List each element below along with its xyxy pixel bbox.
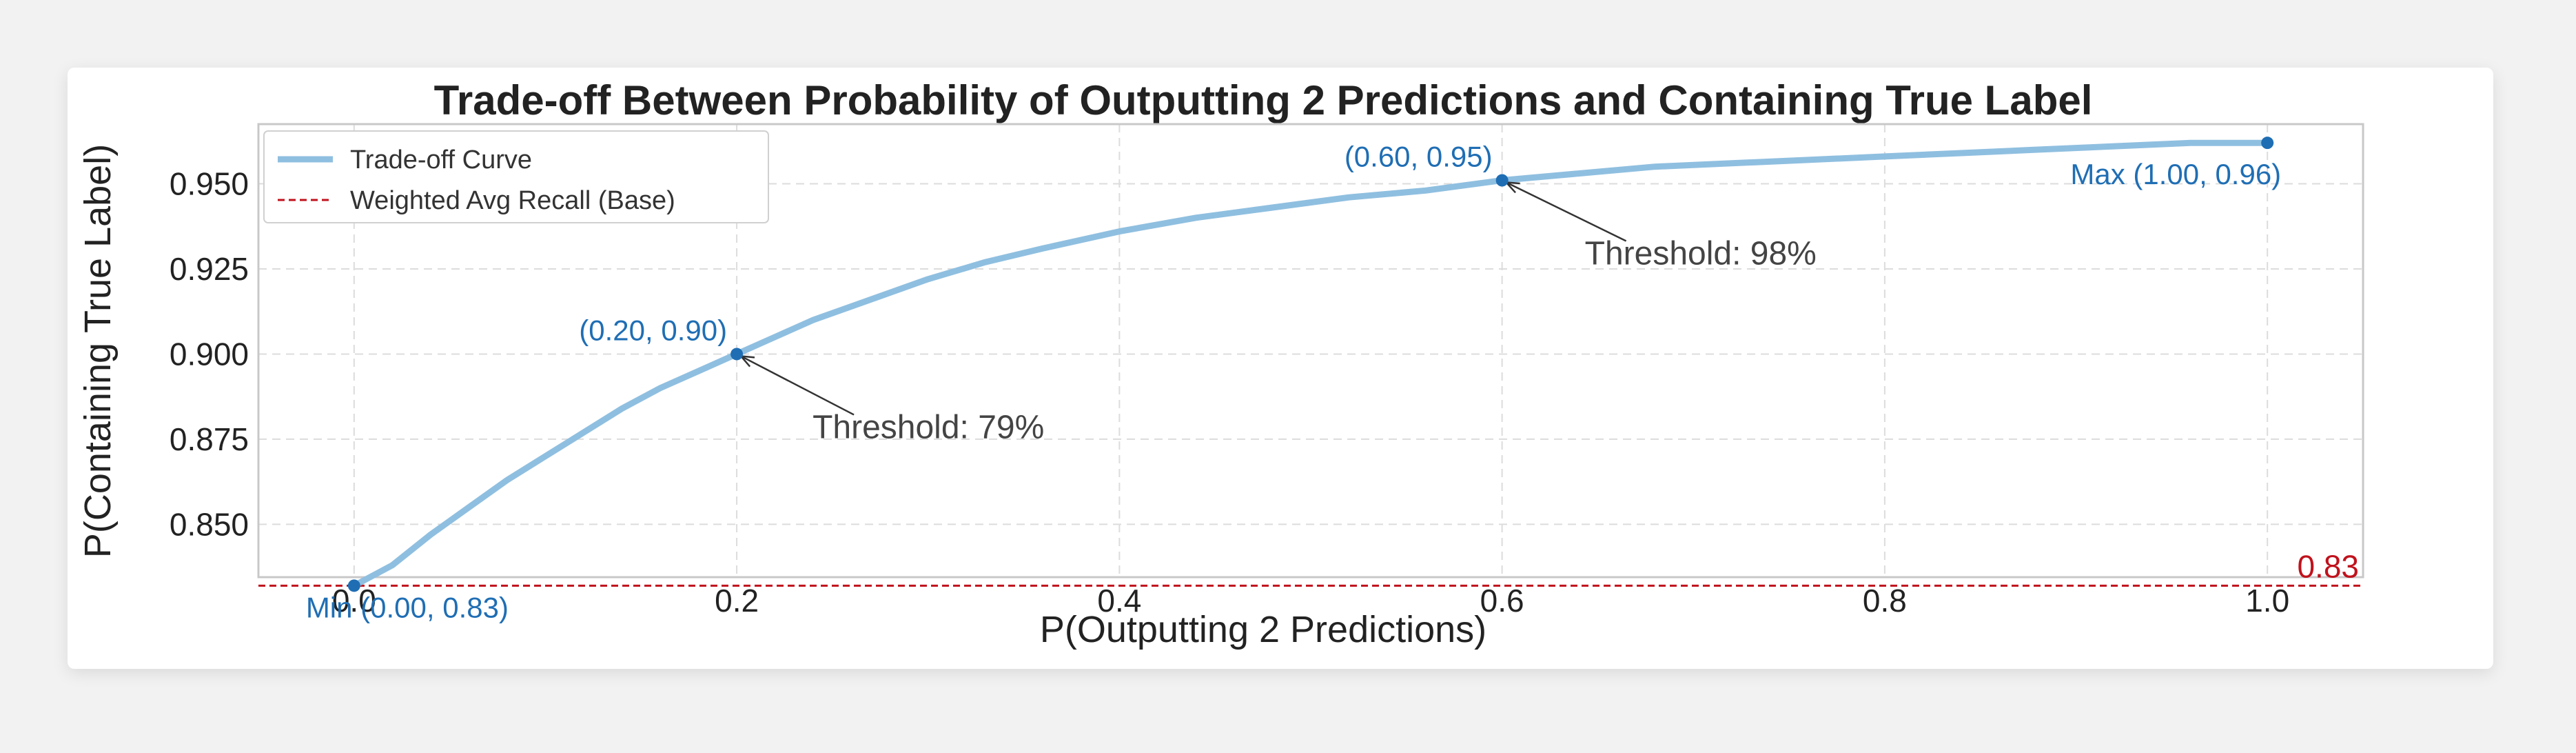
annotations: Threshold: 79% Threshold: 98% (739, 181, 1817, 445)
point-label: Min (0.00, 0.83) (306, 591, 509, 623)
legend-curve-label: Trade-off Curve (350, 145, 532, 174)
data-point (2261, 137, 2274, 150)
y-tick-label: 0.875 (170, 421, 249, 457)
annotation-arrow-line (740, 355, 855, 416)
chart-card: Trade-off Between Probability of Outputt… (68, 68, 2493, 669)
x-tick-label: 1.0 (2245, 583, 2289, 619)
highlighted-points: Min (0.00, 0.83) (0.20, 0.90) (0.60, 0.95)… (306, 137, 2281, 623)
x-axis-title: P(Outputting 2 Predictions) (1040, 609, 1486, 650)
point-label: Max (1.00, 0.96) (2070, 158, 2281, 190)
y-axis-title: P(Containing True Label) (77, 144, 119, 558)
x-tick-label: 0.6 (1480, 583, 1524, 619)
baseline-value-label: 0.83 (2297, 548, 2359, 584)
x-tick-label: 0.4 (1097, 583, 1141, 619)
data-point (347, 579, 360, 592)
point-label: (0.20, 0.90) (579, 314, 727, 346)
annotation-text: Threshold: 98% (1585, 236, 1817, 272)
data-point (1495, 174, 1509, 187)
y-tick-labels: 0.850 0.875 0.900 0.925 0.950 (170, 165, 249, 542)
data-point (730, 348, 744, 361)
point-label: (0.60, 0.95) (1345, 141, 1493, 173)
y-tick-label: 0.950 (170, 165, 249, 201)
y-tick-label: 0.850 (170, 506, 249, 542)
legend-baseline-label: Weighted Avg Recall (Base) (350, 186, 675, 215)
legend-box (263, 130, 769, 223)
y-tick-label: 0.925 (170, 251, 249, 287)
legend: Trade-off Curve Weighted Avg Recall (Bas… (263, 130, 769, 223)
x-tick-label: 0.2 (715, 583, 759, 619)
chart-title: Trade-off Between Probability of Outputt… (434, 77, 2093, 123)
x-tick-label: 0.8 (1863, 583, 1907, 619)
annotation-text: Threshold: 79% (812, 409, 1044, 445)
plot-frame (257, 123, 2364, 579)
chart-svg: Trade-off Between Probability of Outputt… (77, 77, 2364, 650)
y-tick-label: 0.900 (170, 336, 249, 372)
annotation-arrow-line (1506, 181, 1627, 242)
trade-off-curve (351, 139, 2271, 589)
